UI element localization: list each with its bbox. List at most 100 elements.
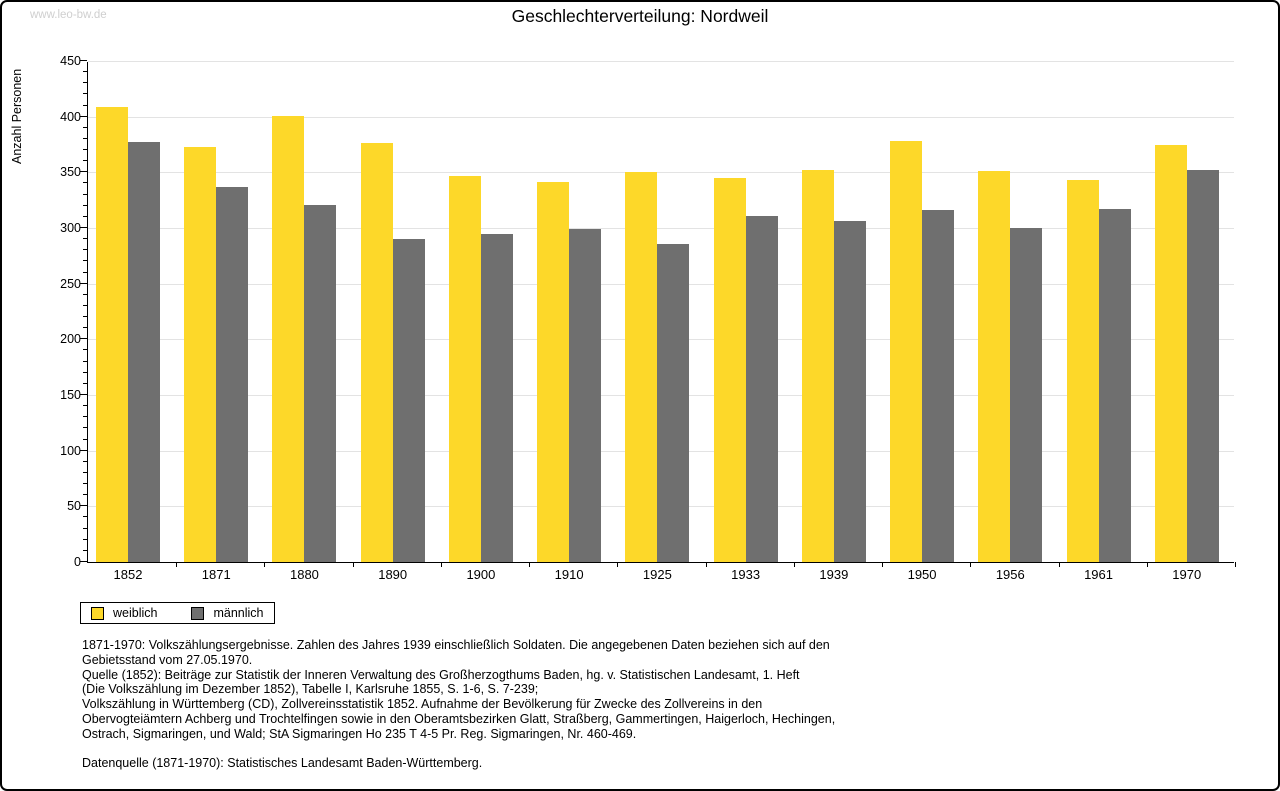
y-minor-tick-110: [83, 438, 87, 440]
x-tick-8: [793, 562, 795, 567]
bar-männlich-1925: [657, 243, 690, 562]
y-minor-tick-240: [83, 293, 87, 295]
x-axis-label-1925: 1925: [642, 567, 672, 582]
y-minor-tick-190: [83, 349, 87, 351]
bar-weiblich-1880: [272, 115, 305, 562]
x-axis-label-1933: 1933: [731, 567, 761, 582]
x-tick-5: [529, 562, 531, 567]
y-minor-tick-160: [83, 382, 87, 384]
bar-weiblich-1871: [184, 146, 217, 562]
y-minor-tick-170: [83, 371, 87, 373]
x-tick-3: [352, 562, 354, 567]
source-note-census: 1871-1970: Volkszählungsergebnisse. Zahl…: [82, 638, 836, 741]
legend-label-maennlich: männlich: [213, 606, 264, 620]
chart-region: 0 50 100 150 200 250 300 350 400 450 1852 1871 1880 1…: [60, 54, 1236, 582]
y-minor-tick-410: [83, 104, 87, 106]
bar-weiblich-1900: [448, 175, 481, 562]
legend-label-weiblich: weiblich: [113, 606, 158, 620]
y-tick-label-0: 0: [74, 555, 81, 569]
bar-weiblich-1939: [801, 170, 834, 562]
y-tick-100: [80, 449, 87, 451]
y-minor-tick-310: [83, 215, 87, 217]
bar-weiblich-1950: [890, 141, 923, 562]
chart-title: Geschlechterverteilung: Nordweil: [511, 6, 769, 26]
x-tick-13: [1235, 562, 1236, 567]
y-minor-tick-120: [83, 427, 87, 429]
y-tick-label-200: 200: [60, 332, 81, 347]
y-tick-300: [80, 227, 87, 228]
y-minor-tick-360: [83, 160, 87, 162]
watermark-leo-bw: www.leo-bw.de: [30, 9, 107, 21]
bar-männlich-1871: [216, 186, 249, 562]
x-tick-4: [440, 562, 442, 567]
x-axis-label-1950: 1950: [907, 567, 937, 582]
y-tick-450: [80, 60, 87, 61]
y-minor-tick-420: [83, 93, 87, 95]
gridline-450: [88, 61, 1234, 62]
y-tick-0: [80, 561, 87, 562]
plot-area: 0 50 100 150 200 250 300 350 400 450 1852 1871 1880 1…: [60, 54, 1236, 582]
legend-swatch-weiblich: [91, 606, 104, 620]
x-tick-6: [617, 562, 619, 567]
y-tick-label-400: 400: [60, 109, 81, 124]
bar-männlich-1890: [392, 239, 425, 562]
y-minor-tick-440: [83, 71, 87, 73]
x-tick-7: [705, 562, 707, 567]
y-minor-tick-40: [83, 516, 87, 518]
y-minor-tick-130: [83, 416, 87, 418]
source-notes: 1871-1970: Volkszählungsergebnisse. Zahl…: [82, 638, 1232, 771]
y-tick-label-350: 350: [60, 165, 81, 180]
gridline-350: [88, 172, 1234, 174]
x-axis-label-1970: 1970: [1172, 567, 1202, 582]
y-minor-tick-260: [83, 271, 87, 273]
y-minor-tick-210: [83, 327, 87, 329]
y-tick-250: [80, 282, 87, 284]
y-axis-title: Anzahl Personen: [10, 68, 24, 164]
bar-männlich-1900: [480, 233, 513, 562]
y-minor-tick-70: [83, 483, 87, 485]
x-axis-label-1961: 1961: [1084, 567, 1113, 582]
y-minor-tick-180: [83, 360, 87, 362]
x-axis-label-1871: 1871: [201, 567, 231, 582]
x-axis-label-1852: 1852: [113, 567, 143, 582]
x-tick-12: [1146, 562, 1148, 567]
bar-männlich-1939: [833, 221, 866, 562]
bar-männlich-1961: [1098, 209, 1131, 562]
bar-weiblich-1970: [1154, 144, 1187, 562]
x-tick-9: [882, 562, 884, 567]
x-tick-1: [176, 562, 178, 567]
y-tick-label-250: 250: [60, 276, 81, 291]
y-minor-tick-60: [83, 494, 87, 496]
bar-männlich-1950: [922, 210, 955, 562]
x-axis-label-1880: 1880: [289, 567, 319, 582]
bar-männlich-1970: [1186, 170, 1219, 562]
y-minor-tick-20: [83, 538, 87, 540]
gridline-400: [88, 116, 1234, 118]
y-minor-tick-330: [83, 193, 87, 195]
x-axis-label-1890: 1890: [378, 567, 408, 582]
bar-weiblich-1852: [96, 106, 128, 562]
bar-weiblich-1910: [537, 182, 570, 562]
y-tick-50: [80, 505, 87, 507]
y-minor-tick-430: [83, 82, 87, 84]
x-axis-label-1900: 1900: [466, 567, 496, 582]
source-note-datenquelle: Datenquelle (1871-1970): Statistisches L…: [82, 756, 483, 771]
x-axis-label-1939: 1939: [819, 567, 849, 582]
y-minor-tick-220: [83, 316, 87, 318]
x-axis-label-1956: 1956: [995, 567, 1025, 582]
x-tick-10: [970, 562, 972, 567]
bar-männlich-1880: [304, 204, 337, 562]
y-minor-tick-280: [83, 249, 87, 251]
y-minor-tick-390: [83, 126, 87, 128]
y-minor-tick-80: [83, 471, 87, 473]
x-tick-2: [264, 562, 266, 567]
bar-weiblich-1956: [978, 171, 1011, 562]
legend-item-maennlich: männlich: [191, 606, 264, 620]
y-minor-tick-320: [83, 204, 87, 206]
bar-weiblich-1890: [360, 143, 393, 562]
y-tick-label-150: 150: [60, 388, 81, 402]
y-minor-tick-10: [83, 549, 87, 551]
gridline-300: [88, 228, 1234, 229]
legend-item-weiblich: weiblich: [91, 606, 157, 620]
